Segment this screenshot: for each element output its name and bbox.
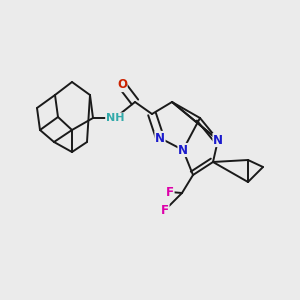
Text: N: N (178, 143, 188, 157)
Text: F: F (161, 203, 169, 217)
Text: N: N (213, 134, 223, 146)
Text: O: O (117, 79, 127, 92)
Text: NH: NH (106, 113, 124, 123)
Text: F: F (166, 185, 174, 199)
Text: N: N (155, 131, 165, 145)
